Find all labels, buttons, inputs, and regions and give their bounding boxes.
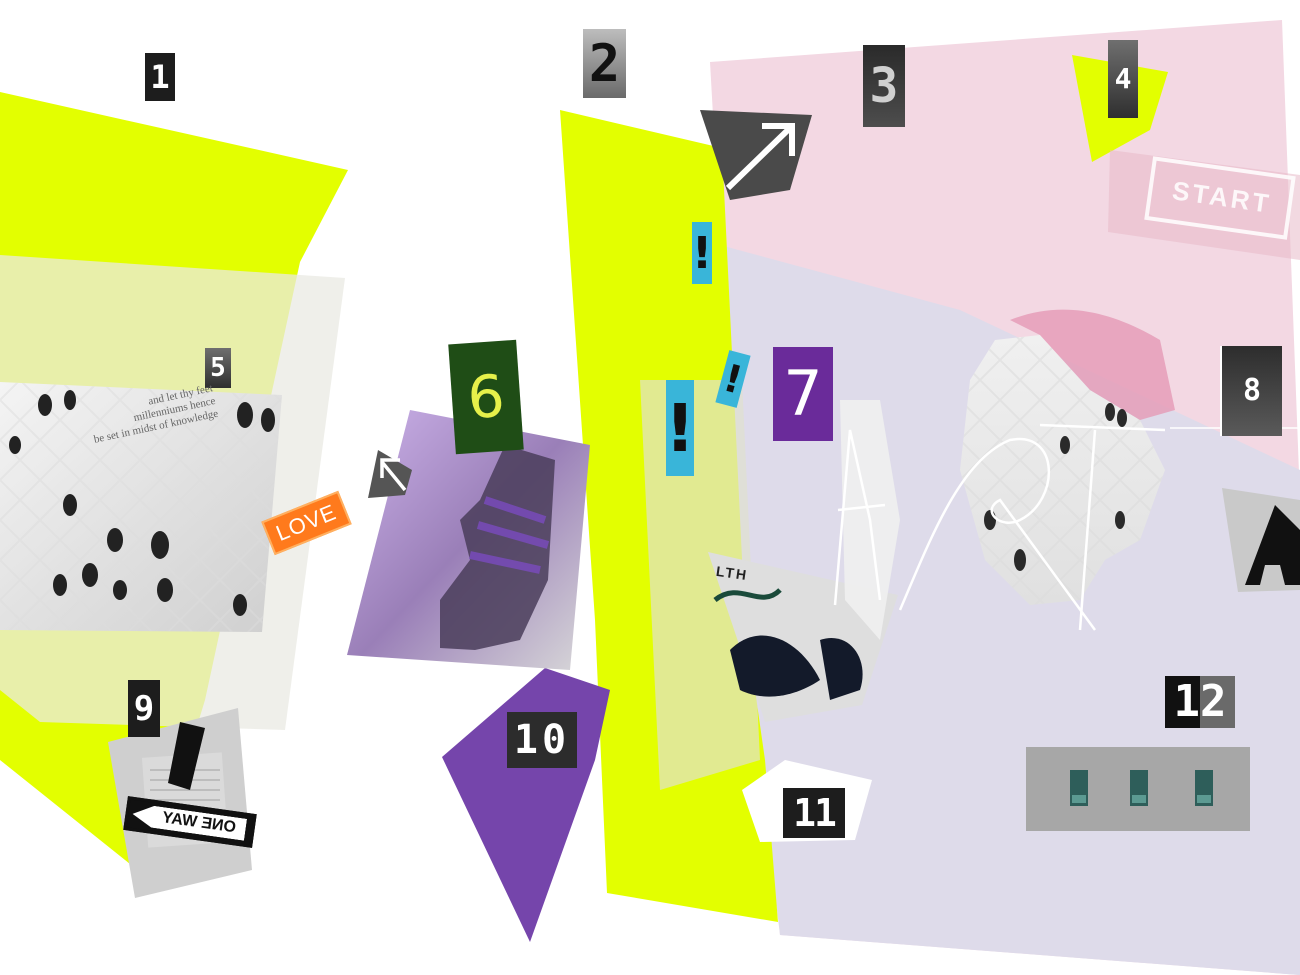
arrow-up-right-icon <box>700 110 812 200</box>
ballet-shoe <box>440 445 555 650</box>
number-tile-12: 12 <box>1165 676 1235 728</box>
black-tape <box>168 722 205 790</box>
number-tile-11: 11 <box>783 788 845 838</box>
torn-edge-pink <box>1010 309 1175 420</box>
number-tile-3: 3 <box>863 45 905 127</box>
number-tile-2: 2 <box>583 29 626 98</box>
number-tile-9: 9 <box>128 680 160 737</box>
arrow-up-left-icon <box>368 450 412 498</box>
crowd-figures <box>9 390 275 616</box>
art-scribble <box>833 423 1166 631</box>
purple-shape <box>442 668 610 942</box>
grey-paper-center <box>640 380 760 790</box>
number-tile-10: 10 <box>507 712 577 768</box>
exclamation-icon-1: ! <box>692 222 712 284</box>
hole-figures <box>984 403 1127 571</box>
number-tile-6: 6 <box>448 339 524 455</box>
number-tile-8: 8 <box>1220 346 1282 436</box>
number-tile-4: 4 <box>1108 40 1138 118</box>
number-tile-1: 1 <box>145 53 175 101</box>
number-tile-5: 5 <box>205 348 231 388</box>
exclamation-icon-2: ! <box>665 380 695 476</box>
number-tile-7: 7 <box>773 347 833 441</box>
